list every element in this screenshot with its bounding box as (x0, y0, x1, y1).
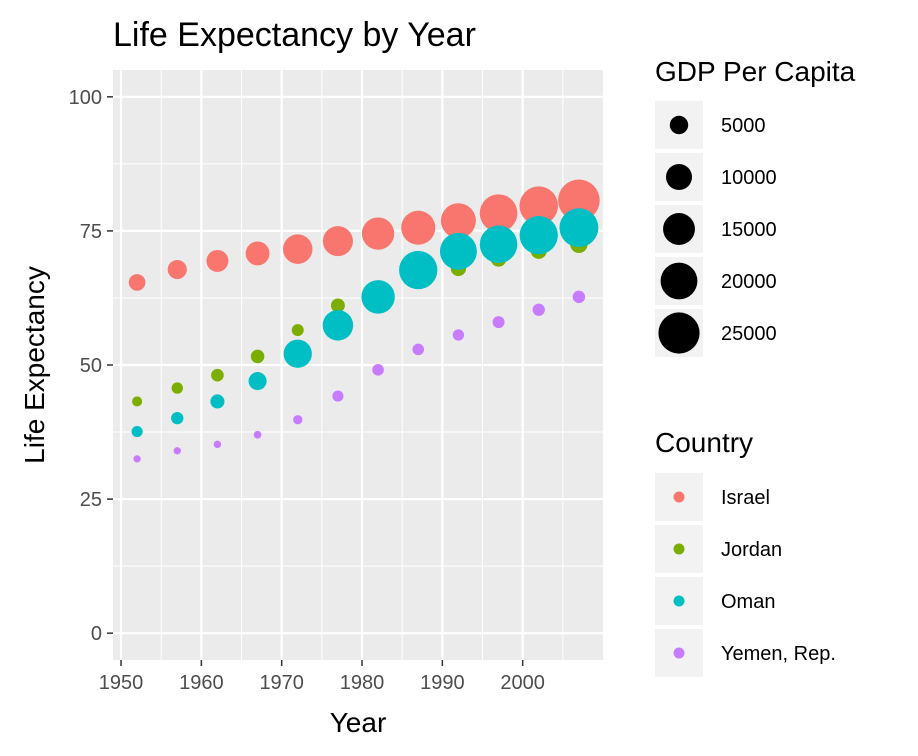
data-point (361, 280, 395, 314)
chart-title: Life Expectancy by Year (113, 16, 476, 54)
x-tick-label: 1990 (420, 672, 465, 694)
data-point (492, 316, 505, 329)
data-point (131, 425, 143, 438)
color-legend-symbol (673, 491, 685, 503)
y-axis: 0 25 50 75 100 (69, 87, 113, 645)
data-point (128, 274, 146, 291)
data-point (479, 194, 518, 233)
data-point (253, 430, 262, 439)
size-legend-symbol (660, 262, 698, 300)
data-point (206, 249, 229, 272)
color-legend-label: Oman (721, 591, 775, 613)
series-yemen-rep (133, 290, 586, 463)
y-tick-label: 100 (69, 87, 102, 109)
x-tick-label: 2000 (500, 672, 545, 694)
data-point (559, 208, 599, 248)
size-legend-label: 10000 (721, 167, 777, 189)
data-point (322, 226, 353, 257)
data-point (532, 303, 545, 316)
grid-major (113, 70, 603, 660)
x-tick-label: 1970 (259, 672, 304, 694)
data-point (330, 298, 345, 313)
data-point (572, 290, 586, 304)
x-axis-title: Year (330, 707, 387, 738)
data-point (322, 310, 354, 341)
data-point (213, 440, 222, 449)
y-tick-label: 50 (80, 355, 102, 377)
data-point (283, 234, 313, 264)
data-point (245, 241, 270, 266)
x-axis: 1950 1960 1970 1980 1990 2000 (99, 660, 545, 694)
size-legend-label: 20000 (721, 271, 777, 293)
size-legend-symbol (665, 163, 693, 191)
size-legend-label: 15000 (721, 219, 777, 241)
data-point (519, 216, 558, 255)
data-point (132, 396, 143, 407)
series-israel (128, 179, 600, 291)
size-legend-symbol (658, 312, 700, 354)
size-legend-symbol (663, 213, 695, 245)
data-point (167, 259, 187, 280)
data-point (250, 349, 265, 364)
color-legend-items: Israel Jordan Oman Yemen, Rep. (655, 473, 836, 677)
data-point (399, 250, 438, 290)
data-point (133, 455, 141, 463)
data-point (372, 364, 384, 376)
data-point (332, 390, 344, 402)
x-tick-label: 1950 (99, 672, 144, 694)
size-legend-label: 5000 (721, 115, 766, 137)
x-tick-label: 1980 (340, 672, 385, 694)
color-legend-symbol (673, 647, 685, 659)
data-point (171, 411, 184, 425)
data-point (173, 447, 181, 455)
data-point (412, 343, 425, 356)
size-legend-items: 5000 10000 15000 20000 25000 (655, 101, 777, 357)
data-point (171, 382, 183, 394)
data-point (439, 232, 477, 270)
y-tick-label: 75 (80, 221, 102, 243)
color-legend-symbol (673, 595, 685, 607)
size-legend-title: GDP Per Capita (655, 56, 856, 87)
color-legend-title: Country (655, 427, 753, 458)
y-tick-label: 0 (91, 623, 102, 645)
size-legend: GDP Per Capita 5000 10000 15000 20000 25000 (655, 56, 856, 357)
data-point (440, 203, 476, 239)
y-tick-label: 25 (80, 489, 102, 511)
data-point (401, 210, 436, 245)
data-point (519, 186, 559, 225)
data-points (128, 179, 600, 463)
y-axis-title: Life Expectancy (19, 266, 50, 464)
data-point (283, 339, 312, 368)
series-oman (131, 208, 599, 438)
color-legend-label: Yemen, Rep. (721, 643, 836, 665)
data-point (291, 324, 304, 337)
color-legend: Country Israel Jordan Oman Yemen, Rep. (655, 427, 836, 677)
data-point (248, 372, 267, 391)
data-point (210, 394, 225, 409)
data-point (293, 415, 303, 425)
size-legend-label: 25000 (721, 323, 777, 345)
data-point (479, 225, 518, 264)
x-tick-label: 1960 (179, 672, 224, 694)
color-legend-label: Jordan (721, 539, 782, 561)
color-legend-symbol (673, 543, 685, 555)
data-point (558, 179, 600, 222)
data-point (211, 368, 224, 382)
data-point (361, 217, 395, 250)
size-legend-symbol (669, 115, 689, 135)
color-legend-label: Israel (721, 487, 770, 509)
data-point (452, 329, 465, 341)
